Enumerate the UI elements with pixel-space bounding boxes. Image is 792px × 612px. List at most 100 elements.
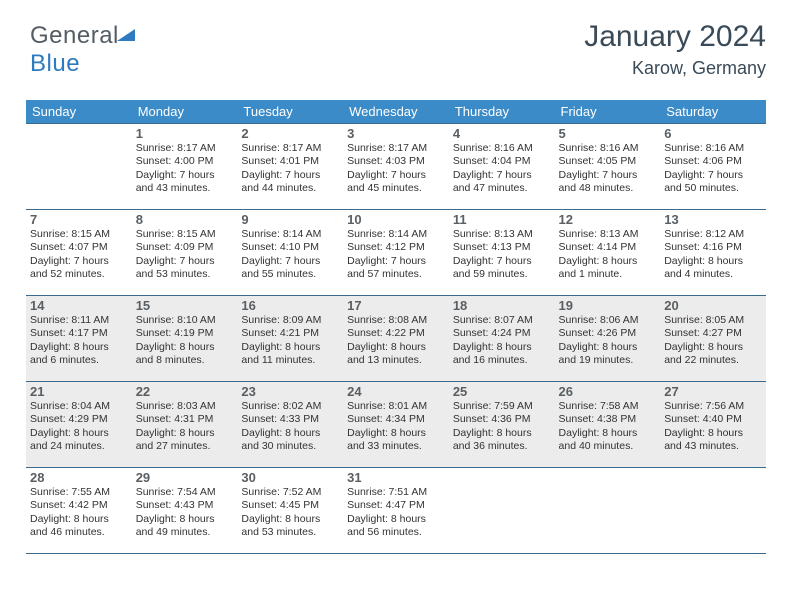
calendar-cell: 25Sunrise: 7:59 AMSunset: 4:36 PMDayligh… <box>449 382 555 468</box>
day-number: 24 <box>347 384 445 399</box>
day-number: 5 <box>559 126 657 141</box>
day-detail: Sunrise: 7:54 AMSunset: 4:43 PMDaylight:… <box>136 486 234 540</box>
calendar-row: 28Sunrise: 7:55 AMSunset: 4:42 PMDayligh… <box>26 468 766 554</box>
day-number: 2 <box>241 126 339 141</box>
day-number: 26 <box>559 384 657 399</box>
day-number: 31 <box>347 470 445 485</box>
weekday-header: Friday <box>555 100 661 124</box>
day-number: 6 <box>664 126 762 141</box>
calendar-cell: 19Sunrise: 8:06 AMSunset: 4:26 PMDayligh… <box>555 296 661 382</box>
calendar-cell <box>660 468 766 554</box>
day-detail: Sunrise: 7:52 AMSunset: 4:45 PMDaylight:… <box>241 486 339 540</box>
calendar-cell <box>26 124 132 210</box>
day-detail: Sunrise: 8:15 AMSunset: 4:09 PMDaylight:… <box>136 228 234 282</box>
day-number: 8 <box>136 212 234 227</box>
day-detail: Sunrise: 8:17 AMSunset: 4:01 PMDaylight:… <box>241 142 339 196</box>
calendar-cell: 15Sunrise: 8:10 AMSunset: 4:19 PMDayligh… <box>132 296 238 382</box>
calendar-cell: 13Sunrise: 8:12 AMSunset: 4:16 PMDayligh… <box>660 210 766 296</box>
brand-triangle-icon <box>117 29 135 41</box>
day-number: 21 <box>30 384 128 399</box>
day-number: 9 <box>241 212 339 227</box>
calendar-cell: 26Sunrise: 7:58 AMSunset: 4:38 PMDayligh… <box>555 382 661 468</box>
location-label: Karow, Germany <box>584 58 766 79</box>
day-detail: Sunrise: 8:09 AMSunset: 4:21 PMDaylight:… <box>241 314 339 368</box>
day-number: 30 <box>241 470 339 485</box>
calendar-header: SundayMondayTuesdayWednesdayThursdayFrid… <box>26 100 766 124</box>
calendar-cell: 17Sunrise: 8:08 AMSunset: 4:22 PMDayligh… <box>343 296 449 382</box>
calendar-cell <box>449 468 555 554</box>
day-detail: Sunrise: 8:17 AMSunset: 4:03 PMDaylight:… <box>347 142 445 196</box>
day-detail: Sunrise: 7:59 AMSunset: 4:36 PMDaylight:… <box>453 400 551 454</box>
weekday-header: Saturday <box>660 100 766 124</box>
day-number: 4 <box>453 126 551 141</box>
calendar-cell: 24Sunrise: 8:01 AMSunset: 4:34 PMDayligh… <box>343 382 449 468</box>
day-detail: Sunrise: 8:14 AMSunset: 4:12 PMDaylight:… <box>347 228 445 282</box>
day-detail: Sunrise: 8:17 AMSunset: 4:00 PMDaylight:… <box>136 142 234 196</box>
calendar-cell: 1Sunrise: 8:17 AMSunset: 4:00 PMDaylight… <box>132 124 238 210</box>
day-detail: Sunrise: 8:03 AMSunset: 4:31 PMDaylight:… <box>136 400 234 454</box>
title-block: January 2024 Karow, Germany <box>584 20 766 79</box>
day-detail: Sunrise: 8:05 AMSunset: 4:27 PMDaylight:… <box>664 314 762 368</box>
day-number: 23 <box>241 384 339 399</box>
day-number: 20 <box>664 298 762 313</box>
brand-part2: Blue <box>30 50 80 77</box>
calendar-cell: 6Sunrise: 8:16 AMSunset: 4:06 PMDaylight… <box>660 124 766 210</box>
calendar-cell: 3Sunrise: 8:17 AMSunset: 4:03 PMDaylight… <box>343 124 449 210</box>
day-detail: Sunrise: 8:14 AMSunset: 4:10 PMDaylight:… <box>241 228 339 282</box>
calendar-cell: 29Sunrise: 7:54 AMSunset: 4:43 PMDayligh… <box>132 468 238 554</box>
calendar-cell: 21Sunrise: 8:04 AMSunset: 4:29 PMDayligh… <box>26 382 132 468</box>
calendar-cell: 31Sunrise: 7:51 AMSunset: 4:47 PMDayligh… <box>343 468 449 554</box>
calendar-cell: 18Sunrise: 8:07 AMSunset: 4:24 PMDayligh… <box>449 296 555 382</box>
calendar-cell: 11Sunrise: 8:13 AMSunset: 4:13 PMDayligh… <box>449 210 555 296</box>
day-number: 13 <box>664 212 762 227</box>
weekday-header: Tuesday <box>237 100 343 124</box>
day-number: 7 <box>30 212 128 227</box>
day-detail: Sunrise: 8:04 AMSunset: 4:29 PMDaylight:… <box>30 400 128 454</box>
brand-part1: General <box>30 22 119 49</box>
day-detail: Sunrise: 8:07 AMSunset: 4:24 PMDaylight:… <box>453 314 551 368</box>
day-number: 11 <box>453 212 551 227</box>
calendar-cell: 27Sunrise: 7:56 AMSunset: 4:40 PMDayligh… <box>660 382 766 468</box>
day-detail: Sunrise: 8:13 AMSunset: 4:14 PMDaylight:… <box>559 228 657 282</box>
day-number: 1 <box>136 126 234 141</box>
day-detail: Sunrise: 8:10 AMSunset: 4:19 PMDaylight:… <box>136 314 234 368</box>
day-number: 22 <box>136 384 234 399</box>
weekday-header: Monday <box>132 100 238 124</box>
weekday-header: Sunday <box>26 100 132 124</box>
calendar-cell <box>555 468 661 554</box>
day-number: 3 <box>347 126 445 141</box>
calendar-cell: 2Sunrise: 8:17 AMSunset: 4:01 PMDaylight… <box>237 124 343 210</box>
calendar-row: 1Sunrise: 8:17 AMSunset: 4:00 PMDaylight… <box>26 124 766 210</box>
calendar-cell: 23Sunrise: 8:02 AMSunset: 4:33 PMDayligh… <box>237 382 343 468</box>
day-number: 14 <box>30 298 128 313</box>
day-detail: Sunrise: 8:02 AMSunset: 4:33 PMDaylight:… <box>241 400 339 454</box>
calendar-cell: 22Sunrise: 8:03 AMSunset: 4:31 PMDayligh… <box>132 382 238 468</box>
calendar-cell: 20Sunrise: 8:05 AMSunset: 4:27 PMDayligh… <box>660 296 766 382</box>
calendar-cell: 4Sunrise: 8:16 AMSunset: 4:04 PMDaylight… <box>449 124 555 210</box>
calendar-cell: 28Sunrise: 7:55 AMSunset: 4:42 PMDayligh… <box>26 468 132 554</box>
calendar-cell: 14Sunrise: 8:11 AMSunset: 4:17 PMDayligh… <box>26 296 132 382</box>
weekday-header: Wednesday <box>343 100 449 124</box>
day-detail: Sunrise: 8:01 AMSunset: 4:34 PMDaylight:… <box>347 400 445 454</box>
day-number: 18 <box>453 298 551 313</box>
day-number: 16 <box>241 298 339 313</box>
calendar-row: 7Sunrise: 8:15 AMSunset: 4:07 PMDaylight… <box>26 210 766 296</box>
weekday-header: Thursday <box>449 100 555 124</box>
calendar-table: SundayMondayTuesdayWednesdayThursdayFrid… <box>26 100 766 554</box>
day-number: 25 <box>453 384 551 399</box>
calendar-row: 14Sunrise: 8:11 AMSunset: 4:17 PMDayligh… <box>26 296 766 382</box>
calendar-cell: 7Sunrise: 8:15 AMSunset: 4:07 PMDaylight… <box>26 210 132 296</box>
day-detail: Sunrise: 8:15 AMSunset: 4:07 PMDaylight:… <box>30 228 128 282</box>
day-detail: Sunrise: 8:13 AMSunset: 4:13 PMDaylight:… <box>453 228 551 282</box>
month-title: January 2024 <box>584 20 766 54</box>
day-detail: Sunrise: 8:16 AMSunset: 4:05 PMDaylight:… <box>559 142 657 196</box>
day-number: 10 <box>347 212 445 227</box>
day-detail: Sunrise: 7:51 AMSunset: 4:47 PMDaylight:… <box>347 486 445 540</box>
calendar-cell: 12Sunrise: 8:13 AMSunset: 4:14 PMDayligh… <box>555 210 661 296</box>
day-number: 19 <box>559 298 657 313</box>
calendar-cell: 10Sunrise: 8:14 AMSunset: 4:12 PMDayligh… <box>343 210 449 296</box>
day-detail: Sunrise: 7:55 AMSunset: 4:42 PMDaylight:… <box>30 486 128 540</box>
day-detail: Sunrise: 8:08 AMSunset: 4:22 PMDaylight:… <box>347 314 445 368</box>
day-detail: Sunrise: 7:58 AMSunset: 4:38 PMDaylight:… <box>559 400 657 454</box>
day-detail: Sunrise: 8:16 AMSunset: 4:04 PMDaylight:… <box>453 142 551 196</box>
